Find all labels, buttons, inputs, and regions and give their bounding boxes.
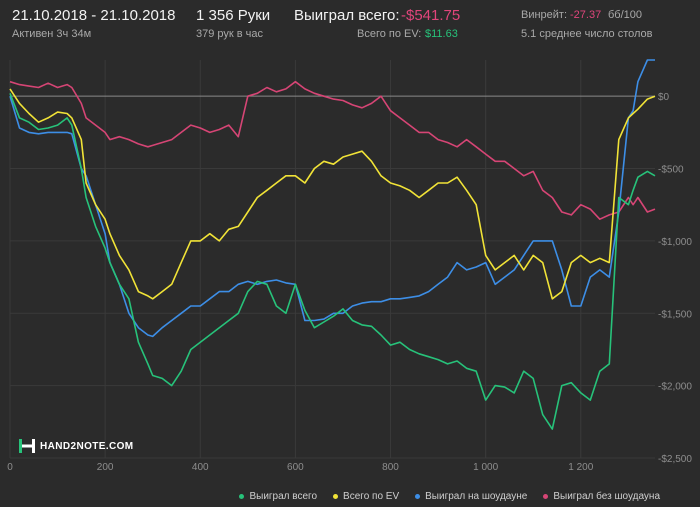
winrate-label: Винрейт: — [521, 9, 568, 21]
y-tick-label: -$1,500 — [658, 309, 692, 320]
legend-item-showdown[interactable]: Выиграл на шоудауне — [415, 489, 527, 503]
y-tick-label: -$2,500 — [658, 454, 692, 465]
brand-logo: HAND2NOTE.COM — [18, 437, 134, 455]
x-tick-label: 800 — [382, 462, 399, 473]
x-tick-label: 1 200 — [568, 462, 593, 473]
chart-legend: Выиграл всего Всего по EV Выиграл на шоу… — [0, 489, 660, 503]
legend-label-won-total: Выиграл всего — [249, 490, 318, 502]
x-tick-label: 600 — [287, 462, 304, 473]
x-tick-label: 1 000 — [473, 462, 498, 473]
legend-label-showdown: Выиграл на шоудауне — [425, 490, 528, 502]
legend-item-no-showdown[interactable]: Выиграл без шоудауна — [543, 489, 660, 503]
date-range[interactable]: 21.10.2018 - 21.10.2018 — [12, 7, 176, 24]
series-line-1 — [9, 88, 656, 300]
y-tick-label: $0 — [658, 92, 670, 103]
hands-per-hour: 379 рук в час — [196, 28, 264, 40]
winnings-chart: 0 200 400 600 800 1 000 1 200 $0 -$500 -$1,000 -$1… — [7, 59, 692, 473]
legend-label-ev: Всего по EV — [343, 490, 400, 502]
logo-text: HAND2NOTE.COM — [40, 440, 134, 452]
legend-item-ev[interactable]: Всего по EV — [333, 489, 399, 503]
won-total-label: Выиграл всего: — [294, 7, 400, 24]
legend-item-won-total[interactable]: Выиграл всего — [239, 489, 317, 503]
h2n-logo-icon — [19, 439, 35, 453]
winrate-unit: бб/100 — [608, 9, 643, 21]
legend-label-no-showdown: Выиграл без шоудауна — [553, 490, 660, 502]
series-line-3 — [9, 80, 656, 220]
y-tick-label: -$2,000 — [658, 382, 692, 393]
x-tick-label: 400 — [192, 462, 209, 473]
avg-tables: 5.1 среднее число столов — [521, 28, 653, 40]
x-tick-label: 200 — [97, 462, 114, 473]
x-tick-label: 0 — [7, 462, 13, 473]
legend-dot-won-total — [239, 493, 245, 499]
hands-count: 1 356 Руки — [196, 7, 271, 24]
y-tick-label: -$1,000 — [658, 237, 692, 248]
legend-dot-no-showdown — [543, 493, 549, 499]
winrate-value: -27.37 — [570, 9, 602, 21]
ev-total-value: $11.63 — [425, 28, 458, 40]
y-tick-label: -$500 — [658, 165, 684, 176]
legend-dot-ev — [333, 493, 339, 499]
won-total-value: -$541.75 — [401, 7, 461, 24]
series-line-0 — [9, 93, 656, 430]
legend-dot-showdown — [415, 493, 421, 499]
stats-header: 21.10.2018 - 21.10.2018 Активен 3ч 34м 1… — [0, 0, 700, 46]
active-time: Активен 3ч 34м — [12, 28, 92, 40]
ev-total-label: Всего по EV: — [357, 28, 422, 40]
